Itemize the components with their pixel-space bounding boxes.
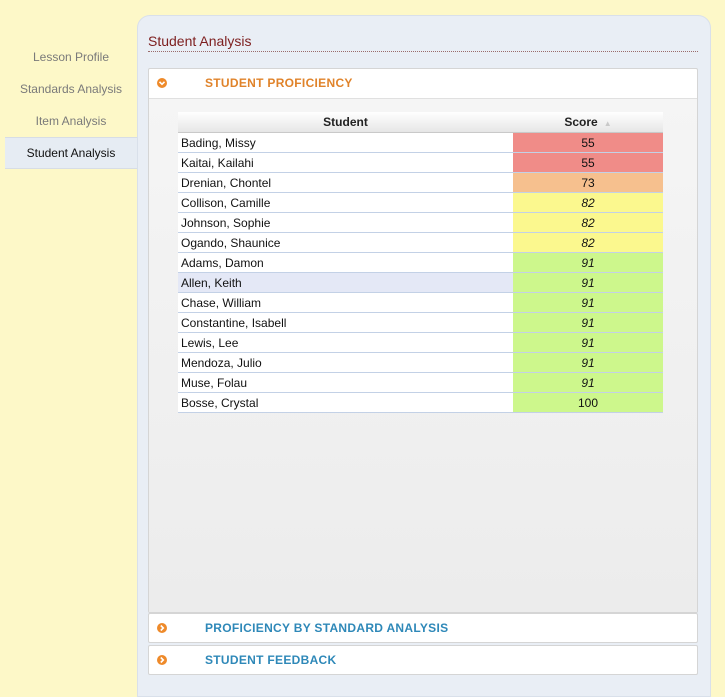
- score-cell: 91: [513, 272, 663, 293]
- score-cell: 73: [513, 172, 663, 193]
- table-row[interactable]: Collison, Camille 82: [178, 192, 663, 213]
- score-cell: 82: [513, 192, 663, 213]
- student-name-cell: Muse, Folau: [178, 372, 513, 393]
- table-row[interactable]: Adams, Damon 91: [178, 252, 663, 273]
- student-name-cell: Constantine, Isabell: [178, 312, 513, 333]
- table-row[interactable]: Johnson, Sophie 82: [178, 212, 663, 233]
- nav-item-standards-analysis[interactable]: Standards Analysis: [19, 82, 123, 96]
- section-student-proficiency: STUDENT PROFICIENCY Student Score ▲ Badin…: [148, 68, 698, 613]
- table-body: Bading, Missy 55 Kaitai, Kailahi 55 Drenian,…: [178, 132, 663, 413]
- score-cell: 91: [513, 332, 663, 353]
- student-name-cell: Ogando, Shaunice: [178, 232, 513, 253]
- score-cell: 82: [513, 232, 663, 253]
- column-header-student[interactable]: Student: [178, 112, 513, 133]
- score-cell: 91: [513, 292, 663, 313]
- section-title: STUDENT PROFICIENCY: [205, 76, 353, 90]
- table-row[interactable]: Chase, William 91: [178, 292, 663, 313]
- score-cell: 55: [513, 132, 663, 153]
- table-row[interactable]: Bosse, Crystal 100: [178, 392, 663, 413]
- student-name-cell: Bosse, Crystal: [178, 392, 513, 413]
- column-header-score[interactable]: Score ▲: [513, 112, 663, 133]
- student-name-cell: Bading, Missy: [178, 132, 513, 153]
- section-title: PROFICIENCY BY STANDARD ANALYSIS: [205, 621, 449, 635]
- student-name-cell: Chase, William: [178, 292, 513, 313]
- student-name-cell: Lewis, Lee: [178, 332, 513, 353]
- table-row[interactable]: Ogando, Shaunice 82: [178, 232, 663, 253]
- table-row[interactable]: Mendoza, Julio 91: [178, 352, 663, 373]
- score-cell: 91: [513, 252, 663, 273]
- score-cell: 100: [513, 392, 663, 413]
- student-name-cell: Allen, Keith: [178, 272, 513, 293]
- table-row[interactable]: Drenian, Chontel 73: [178, 172, 663, 193]
- nav-item-item-analysis[interactable]: Item Analysis: [35, 114, 107, 128]
- nav-item-lesson-profile[interactable]: Lesson Profile: [32, 50, 110, 64]
- expand-toggle-icon[interactable]: [157, 655, 167, 665]
- student-score-table: Student Score ▲ Bading, Missy 55 Kaitai, Ka…: [178, 112, 663, 413]
- student-name-cell: Mendoza, Julio: [178, 352, 513, 373]
- score-cell: 91: [513, 312, 663, 333]
- side-navigation: Lesson Profile Standards Analysis Item A…: [5, 41, 137, 169]
- table-row[interactable]: Lewis, Lee 91: [178, 332, 663, 353]
- section-header-proficiency-by-standard[interactable]: PROFICIENCY BY STANDARD ANALYSIS: [149, 614, 697, 642]
- table-row[interactable]: Allen, Keith 91: [178, 272, 663, 293]
- table-row[interactable]: Kaitai, Kailahi 55: [178, 152, 663, 173]
- main-panel: Student Analysis STUDENT PROFICIENCY Stu…: [137, 15, 711, 697]
- student-name-cell: Kaitai, Kailahi: [178, 152, 513, 173]
- collapse-toggle-icon[interactable]: [157, 78, 167, 88]
- score-cell: 91: [513, 352, 663, 373]
- section-header-student-feedback[interactable]: STUDENT FEEDBACK: [149, 646, 697, 674]
- score-cell: 55: [513, 152, 663, 173]
- student-name-cell: Adams, Damon: [178, 252, 513, 273]
- section-header-student-proficiency[interactable]: STUDENT PROFICIENCY: [149, 69, 697, 97]
- section-title: STUDENT FEEDBACK: [205, 653, 337, 667]
- table-header-row: Student Score ▲: [178, 112, 663, 133]
- section-proficiency-by-standard: PROFICIENCY BY STANDARD ANALYSIS: [148, 613, 698, 643]
- table-row[interactable]: Muse, Folau 91: [178, 372, 663, 393]
- score-cell: 82: [513, 212, 663, 233]
- student-name-cell: Johnson, Sophie: [178, 212, 513, 233]
- score-cell: 91: [513, 372, 663, 393]
- student-name-cell: Collison, Camille: [178, 192, 513, 213]
- table-row[interactable]: Bading, Missy 55: [178, 132, 663, 153]
- section-student-feedback: STUDENT FEEDBACK: [148, 645, 698, 675]
- sort-ascending-icon[interactable]: ▲: [603, 119, 612, 128]
- table-row[interactable]: Constantine, Isabell 91: [178, 312, 663, 333]
- nav-item-student-analysis[interactable]: Student Analysis: [5, 137, 137, 169]
- expand-toggle-icon[interactable]: [157, 623, 167, 633]
- page-title: Student Analysis: [148, 33, 698, 52]
- student-name-cell: Drenian, Chontel: [178, 172, 513, 193]
- section-body: Student Score ▲ Bading, Missy 55 Kaitai, Ka…: [149, 98, 697, 612]
